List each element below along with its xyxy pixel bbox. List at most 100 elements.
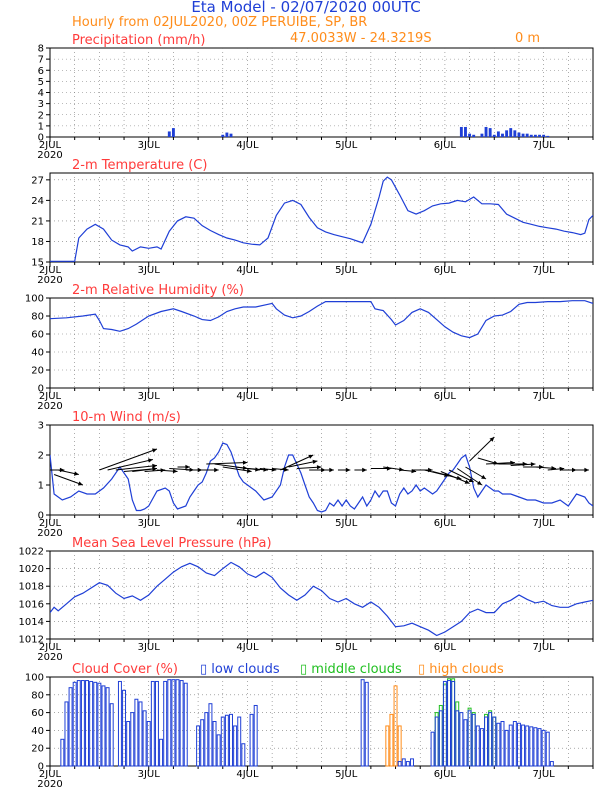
wind-arrow-shaft [456,468,483,486]
location-coordinates: 47.0033W - 24.3219S [290,31,432,46]
precip-bar [538,134,541,137]
cloud-bar-low [471,713,476,767]
cloud-xtick-label: 2JUL [39,769,62,780]
rh-series-line [50,300,593,339]
rh-ytick-label: 100 [25,294,44,305]
cloud-bar-low [533,727,538,767]
wind-arrow-shaft [53,474,84,486]
legend-high-clouds: ▯ high clouds [418,662,504,677]
cloud-bar-low [175,679,180,767]
wind-arrow [198,467,219,473]
temp-xtick-label: 6JUL [434,265,457,276]
cloud-bar-low [401,758,406,767]
cloud-bar-low [430,731,435,767]
precip-bar [492,134,496,137]
cloud-ytick-label: 0 [38,762,44,773]
wind-series-line [50,442,593,513]
rh-ytick-label: 0 [38,384,44,395]
wind-arrow [448,469,474,483]
mslp-ytick-label: 1018 [19,582,44,593]
cloud-bar-low [455,710,460,767]
cloud-bar-low [80,680,85,767]
cloud-bar-low [484,716,489,767]
cloud-bar-low [216,734,221,767]
cloud-bar-low [154,680,159,767]
rh-xtick-label: 3JUL [138,391,161,402]
wind-arrow-head [242,460,248,465]
cloud-ytick-label: 20 [31,744,44,755]
cloud-bar-low [492,716,497,767]
precip-ytick-label: 0 [38,133,44,144]
rh-ytick-label: 60 [31,330,44,341]
cloud-bar-low [521,724,526,767]
wind-xtick-label: 6JUL [434,518,457,529]
mslp-ytick-label: 1016 [19,599,44,610]
wind-xtick-label: 4JUL [236,518,259,529]
wind-arrow [214,463,248,470]
mslp-ytick-label: 1012 [19,635,44,646]
mslp-xtick-label: 5JUL [335,642,358,653]
cloud-bar-low [60,738,65,767]
rh-xtick-label: 2JUL [39,391,62,402]
wind-arrow [222,466,252,473]
precip-ytick-label: 5 [38,77,44,88]
precip-ytick-label: 3 [38,99,44,110]
cloud-bar-low [76,680,81,767]
precip-bar [229,133,233,137]
wind-arrow-head [316,465,322,470]
wind-arrow [383,466,404,472]
precip-bar [488,128,492,137]
cloud-bar-low [109,703,114,767]
wind-xtick-label: 5JUL [335,518,358,529]
mslp-xtick-label: 4JUL [236,642,259,653]
cloud-bar-low [167,679,172,767]
precip-xtick-label: 3JUL [138,140,161,151]
temp-panel: 15 18 21 24 27 2JUL 3JUL 4JUL 5JUL 6JUL 7JUL 2020 2-… [31,158,594,286]
cloud-bar-low [229,713,233,767]
wind-arrow [99,448,158,471]
precip-year-label: 2020 [37,150,62,161]
cloud-bar-low [171,679,176,767]
wind-arrow [440,471,470,484]
cloud-bar-low [360,679,365,767]
cloud-bar-high [393,685,398,767]
precip-xtick-label: 4JUL [236,140,259,151]
wind-arrow [370,466,392,471]
cloud-bar-low [397,761,402,767]
mslp-xtick-label: 7JUL [533,642,556,653]
wind-panel: 0 1 2 3 2JUL 3JUL 4JUL 5JUL 6JUL 7JUL 2020 10-m Win… [37,410,594,539]
cloud-bar-low [150,680,155,767]
precip-ytick-label: 8 [38,44,44,55]
chart-title: Eta Model - 02/07/2020 00UTC [191,0,420,16]
wind-arrow [206,460,248,465]
cloud-bar-low [93,681,98,767]
wind-arrow-head [77,481,83,486]
wind-arrow-head [152,448,157,453]
precip-bar [529,134,533,137]
rh-ytick-label: 20 [31,366,44,377]
precip-bar [501,133,504,137]
cloud-bar-low [183,682,188,767]
precip-bar [525,133,529,137]
cloud-panel: 0 20 40 60 80 100 2JUL 3JUL 4JUL 5JUL 6JUL 7JUL 2020… [25,662,594,790]
cloud-bar-low [364,681,369,767]
wind-arrow-shaft [222,466,252,472]
wind-arrow-head [584,467,589,473]
mslp-xtick-label: 2JUL [39,642,62,653]
rh-ytick-label: 40 [31,348,44,359]
wind-arrow [572,467,589,473]
cloud-bar-low [549,761,554,767]
cloud-bar-low [500,721,505,767]
wind-arrow-head [481,474,486,479]
cloud-ytick-label: 40 [31,726,44,737]
wind-arrow-head [172,469,178,474]
wind-arrow-shaft [486,462,515,465]
precip-ytick-label: 1 [38,121,44,132]
rh-xtick-label: 7JUL [533,391,556,402]
cloud-ytick-label: 80 [31,690,44,701]
cloud-bar-low [89,680,94,767]
cloud-bar-low [516,722,521,767]
cloud-bar-low [130,712,135,767]
